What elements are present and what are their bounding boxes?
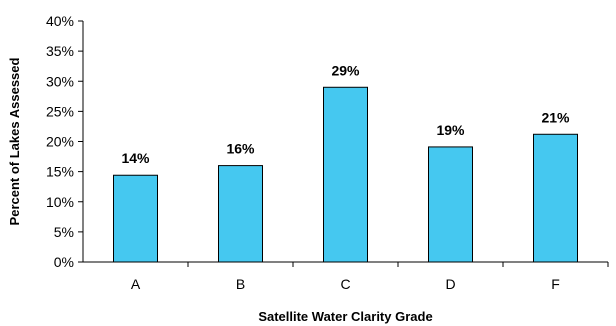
x-tick-label: A [131,276,141,292]
bar-b [218,165,263,263]
bar-a [113,174,158,263]
bar-f [533,133,578,263]
y-tick-label: 25% [46,103,74,119]
y-axis-ticks: 0% 5% 10% 15% 20% 25% 30% 35% 40% [46,13,83,270]
y-tick-label: 0% [54,254,74,270]
y-tick-label: 20% [46,134,74,150]
x-axis-title: Satellite Water Clarity Grade [258,309,432,324]
bar-d [428,146,473,263]
y-axis-title: Percent of Lakes Assessed [7,58,22,226]
bars: 14% 16% 29% 19% 21% [113,62,578,263]
y-tick-label: 35% [46,43,74,59]
data-label-f: 21% [541,109,570,125]
data-label-a: 14% [121,150,150,166]
bar-c [323,86,368,263]
y-tick-label: 15% [46,164,74,180]
x-tick-label: D [445,276,455,292]
data-label-b: 16% [226,141,255,157]
y-tick-label: 40% [46,13,74,29]
x-tick-label: B [236,276,245,292]
y-tick-label: 30% [46,73,74,89]
data-label-d: 19% [436,122,465,138]
x-tick-label: F [551,276,560,292]
data-label-c: 29% [331,62,360,78]
y-tick-label: 10% [46,194,74,210]
y-tick-label: 5% [54,224,74,240]
x-tick-label: C [340,276,350,292]
